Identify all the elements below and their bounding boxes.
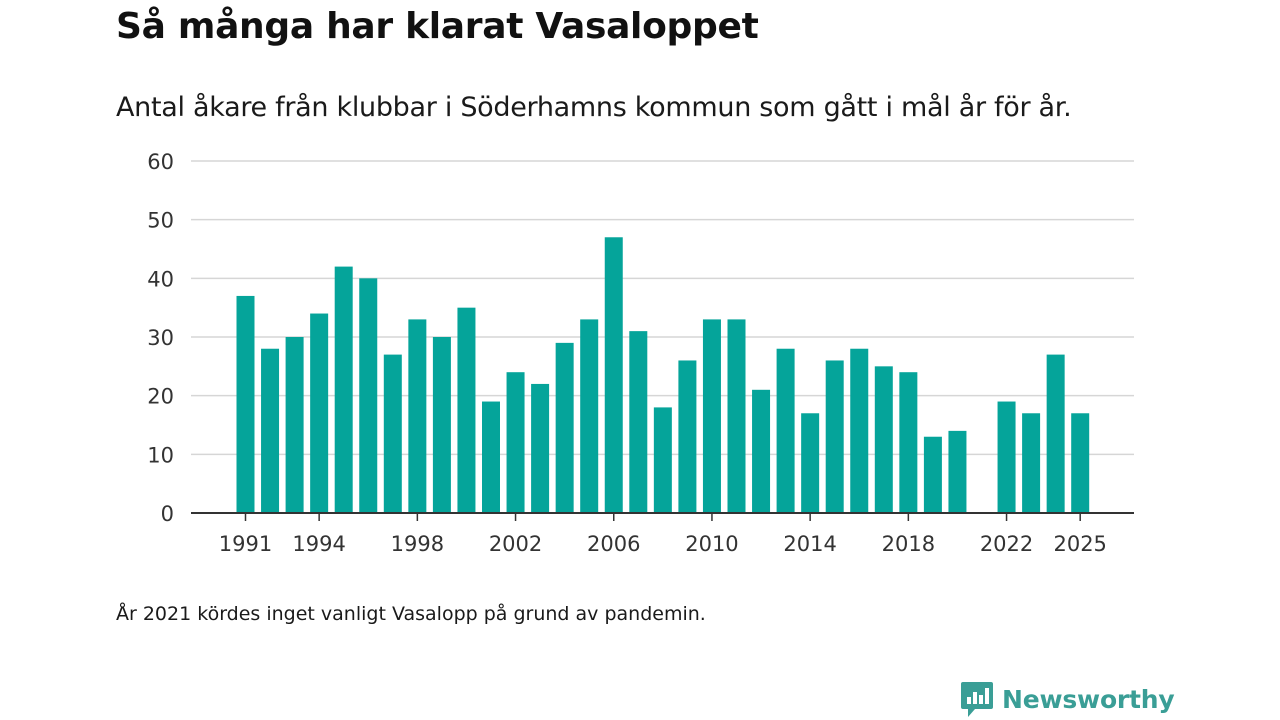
bar-2017 bbox=[874, 366, 893, 513]
y-tick-label-60: 60 bbox=[147, 150, 174, 174]
y-tick-label-0: 0 bbox=[161, 502, 174, 526]
newsworthy-logo-icon bbox=[961, 682, 993, 717]
bar-2019 bbox=[923, 436, 942, 513]
brand-name: Newsworthy bbox=[1002, 684, 1175, 714]
footnote: År 2021 kördes inget vanligt Vasalopp på… bbox=[116, 603, 706, 625]
bar-2011 bbox=[727, 319, 746, 513]
y-tick-label-30: 30 bbox=[147, 326, 174, 350]
bar-2003 bbox=[531, 383, 550, 513]
y-tick-label-20: 20 bbox=[147, 385, 174, 409]
y-tick-label-40: 40 bbox=[147, 267, 174, 291]
bar-2001 bbox=[482, 401, 500, 513]
bar-1998 bbox=[408, 319, 427, 513]
bar-2009 bbox=[678, 360, 697, 513]
x-tick-label-2010: 2010 bbox=[685, 532, 738, 556]
bar-2024 bbox=[1046, 354, 1065, 513]
bar-1997 bbox=[383, 354, 402, 513]
bar-2000 bbox=[457, 307, 476, 513]
bar-2002 bbox=[506, 372, 525, 513]
bar-2022 bbox=[997, 401, 1016, 513]
x-tick-label-1991: 1991 bbox=[219, 532, 272, 556]
bar-2007 bbox=[629, 331, 648, 513]
bar-2012 bbox=[752, 389, 771, 513]
bar-1991 bbox=[236, 295, 255, 513]
x-tick-label-2006: 2006 bbox=[587, 532, 640, 556]
y-tick-label-10: 10 bbox=[147, 443, 174, 467]
brand-logo[interactable]: Newsworthy bbox=[960, 680, 1175, 718]
bar-2025 bbox=[1071, 413, 1090, 513]
bar-1995 bbox=[334, 266, 353, 513]
bar-2010 bbox=[702, 319, 721, 513]
bar-2006 bbox=[604, 237, 623, 513]
bar-1996 bbox=[359, 278, 378, 513]
x-tick-label-1994: 1994 bbox=[292, 532, 345, 556]
bar-2016 bbox=[850, 348, 869, 513]
bar-2005 bbox=[580, 319, 599, 513]
bar-1999 bbox=[432, 337, 451, 513]
x-tick-label-2002: 2002 bbox=[489, 532, 542, 556]
x-tick-label-2022: 2022 bbox=[980, 532, 1033, 556]
bar-1992 bbox=[261, 348, 280, 513]
bar-2004 bbox=[555, 342, 574, 513]
bar-2014 bbox=[801, 413, 820, 513]
x-tick-label-2014: 2014 bbox=[783, 532, 836, 556]
bar-2008 bbox=[653, 407, 672, 513]
bar-2015 bbox=[825, 360, 844, 513]
x-tick-label-2018: 2018 bbox=[882, 532, 935, 556]
y-tick-label-50: 50 bbox=[147, 209, 174, 233]
bar-2023 bbox=[1022, 413, 1041, 513]
bar-2013 bbox=[776, 348, 795, 513]
x-tick-label-2025: 2025 bbox=[1053, 532, 1106, 556]
chart-title: Så många har klarat Vasaloppet bbox=[116, 6, 759, 47]
bar-2018 bbox=[899, 372, 918, 513]
chart-subtitle: Antal åkare från klubbar i Söderhamns ko… bbox=[116, 92, 1072, 123]
bar-2020 bbox=[948, 430, 967, 513]
x-tick-label-1998: 1998 bbox=[391, 532, 444, 556]
bar-chart: 0 10 20 30 40 50 60 1991 1994 1998 2002 2006 2010 201… bbox=[147, 150, 1134, 556]
bar-1994 bbox=[310, 313, 329, 513]
bar-1993 bbox=[285, 337, 304, 513]
